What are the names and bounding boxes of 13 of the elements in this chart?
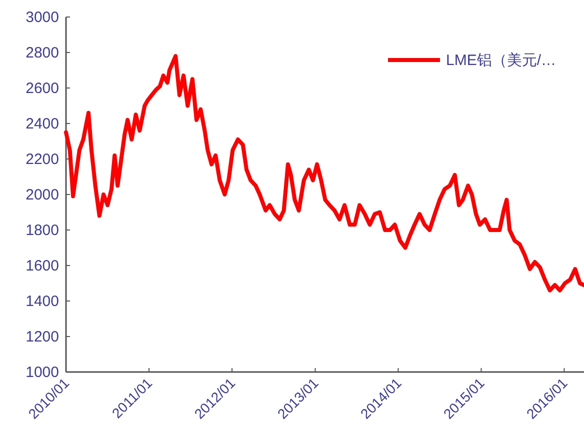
y-tick-label: 2600: [26, 80, 59, 97]
line-series: [64, 54, 584, 292]
y-tick-label: 2000: [26, 186, 59, 204]
legend-label: LME铝（美元/…: [446, 52, 556, 69]
y-tick-label: 1800: [26, 222, 59, 239]
y-tick-label: 2800: [26, 44, 59, 62]
y-tick-label: 1400: [26, 293, 59, 310]
y-tick-label: 1000: [26, 364, 59, 381]
y-tick-label: 1200: [26, 328, 59, 346]
y-tick-label: 2400: [26, 116, 59, 132]
y-tick-label: 3000: [26, 9, 59, 26]
y-tick-label: 2200: [26, 151, 59, 168]
y-tick-label: 1600: [26, 258, 59, 274]
